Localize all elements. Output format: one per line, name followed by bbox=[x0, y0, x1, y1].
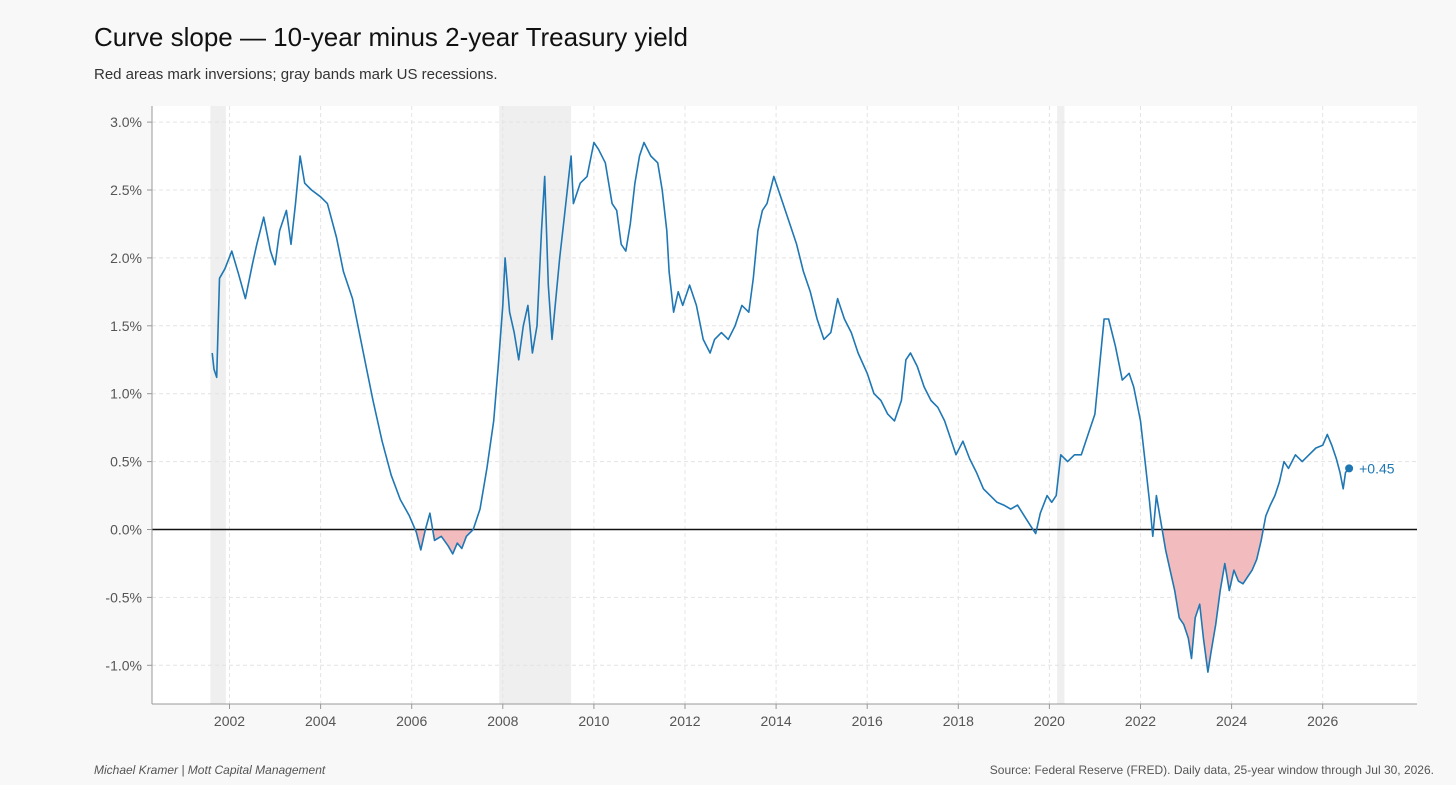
grid-lines bbox=[152, 106, 1417, 704]
x-tick-label: 2008 bbox=[487, 713, 518, 729]
y-tick-label: 1.5% bbox=[110, 318, 142, 334]
recession-band bbox=[210, 106, 226, 704]
end-value-label: +0.45 bbox=[1359, 460, 1395, 476]
recession-band bbox=[499, 106, 572, 704]
y-tick-label: 2.0% bbox=[110, 250, 142, 266]
recession-bands bbox=[210, 106, 1065, 704]
x-tick-label: 2010 bbox=[578, 713, 609, 729]
x-tick-label: 2016 bbox=[852, 713, 883, 729]
chart-subtitle: Red areas mark inversions; gray bands ma… bbox=[94, 66, 498, 83]
x-axis-ticks: 2002 2004 2006 2008 2010 2012 2014 2016 2018 2020… bbox=[214, 704, 1338, 729]
footer-author: Michael Kramer | Mott Capital Management bbox=[94, 763, 326, 777]
x-tick-label: 2004 bbox=[305, 713, 336, 729]
x-tick-label: 2014 bbox=[761, 713, 792, 729]
plot-background bbox=[152, 106, 1417, 704]
x-tick-label: 2018 bbox=[943, 713, 974, 729]
x-tick-label: 2020 bbox=[1034, 713, 1065, 729]
chart-title: Curve slope — 10-year minus 2-year Treas… bbox=[94, 22, 688, 52]
inversion-area bbox=[432, 529, 474, 554]
recession-band bbox=[1057, 106, 1065, 704]
y-axis-ticks: 3.0% 2.5% 2.0% 1.5% 1.0% 0.5% 0.0% -0.5% -1.0% bbox=[105, 114, 152, 673]
y-tick-label: 1.0% bbox=[110, 386, 142, 402]
x-tick-label: 2022 bbox=[1125, 713, 1156, 729]
y-tick-label: 0.5% bbox=[110, 454, 142, 470]
y-tick-label: 0.0% bbox=[110, 522, 142, 538]
x-tick-label: 2006 bbox=[396, 713, 427, 729]
x-tick-label: 2024 bbox=[1216, 713, 1247, 729]
end-marker bbox=[1345, 464, 1354, 473]
y-tick-label: 3.0% bbox=[110, 114, 142, 130]
y-tick-label: -1.0% bbox=[105, 657, 142, 673]
x-tick-label: 2012 bbox=[669, 713, 700, 729]
yield-curve-chart: +0.45 2002 2004 2006 2008 2010 2012 2014 2016 20… bbox=[105, 106, 1417, 729]
inversion-area bbox=[1162, 529, 1264, 673]
series-line bbox=[211, 141, 1350, 673]
x-tick-label: 2026 bbox=[1307, 713, 1338, 729]
y-tick-label: 2.5% bbox=[110, 182, 142, 198]
footer-source: Source: Federal Reserve (FRED). Daily da… bbox=[989, 763, 1434, 777]
x-tick-label: 2002 bbox=[214, 713, 245, 729]
y-tick-label: -0.5% bbox=[105, 589, 142, 605]
